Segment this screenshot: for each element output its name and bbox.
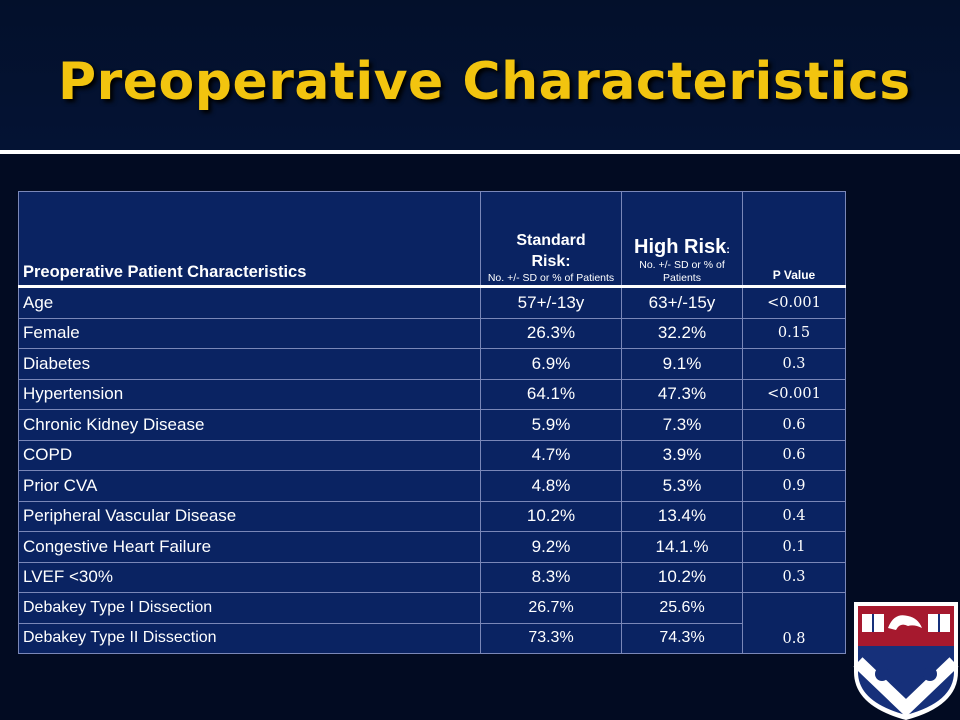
row-standard: 26.3% — [480, 317, 622, 349]
table-row: Hypertension 64.1% 47.3% <0.001 — [18, 378, 846, 410]
row-label: LVEF <30% — [18, 561, 481, 593]
table-row: Age 57+/-13y 63+/-15y <0.001 — [18, 286, 846, 319]
row-high: 47.3% — [621, 378, 743, 410]
title-divider — [0, 150, 960, 154]
table-row: Congestive Heart Failure 9.2% 14.1.% 0.1 — [18, 531, 846, 563]
row-p-value: 0.1 — [742, 531, 846, 563]
row-p-value: 0.9 — [742, 470, 846, 502]
row-high: 7.3% — [621, 409, 743, 441]
row-label: Debakey Type I Dissection — [18, 592, 481, 624]
table-row: Debakey Type II Dissection 73.3% 74.3% — [18, 622, 846, 654]
row-label: Age — [18, 286, 481, 319]
row-high: 74.3% — [621, 622, 743, 654]
row-high: 10.2% — [621, 561, 743, 593]
row-standard: 10.2% — [480, 500, 622, 532]
table-row: Debakey Type I Dissection 26.7% 25.6% 0.… — [18, 592, 846, 654]
row-standard: 73.3% — [480, 622, 622, 654]
header-p-value: P Value — [742, 191, 846, 288]
row-standard: 8.3% — [480, 561, 622, 593]
slide-title: Preoperative Characteristics — [58, 52, 911, 112]
row-standard: 26.7% — [480, 592, 622, 624]
row-p-value: 0.4 — [742, 500, 846, 532]
row-standard: 9.2% — [480, 531, 622, 563]
row-p-value: 0.6 — [742, 439, 846, 471]
table-row: LVEF <30% 8.3% 10.2% 0.3 — [18, 561, 846, 593]
header-standard-line1: Standard — [516, 232, 586, 249]
header-p-label: P Value — [772, 268, 816, 282]
row-label: Diabetes — [18, 348, 481, 380]
row-label: COPD — [18, 439, 481, 471]
header-standard-risk: Standard Risk: No. +/- SD or % of Patien… — [480, 191, 622, 288]
row-label: Peripheral Vascular Disease — [18, 500, 481, 532]
row-p-value: 0.8 — [742, 592, 846, 654]
row-standard: 6.9% — [480, 348, 622, 380]
header-characteristic: Preoperative Patient Characteristics — [18, 191, 481, 288]
row-label: Debakey Type II Dissection — [18, 622, 481, 654]
header-standard-sub: No. +/- SD or % of Patients — [487, 272, 615, 284]
row-p-value: 0.3 — [742, 348, 846, 380]
table-row: Prior CVA 4.8% 5.3% 0.9 — [18, 470, 846, 502]
row-high: 32.2% — [621, 317, 743, 349]
row-p-value: 0.15 — [742, 317, 846, 349]
row-high: 25.6% — [621, 592, 743, 624]
row-standard: 4.7% — [480, 439, 622, 471]
header-high-sub: No. +/- SD or % of Patients — [639, 259, 725, 284]
row-high: 14.1.% — [621, 531, 743, 563]
row-high: 3.9% — [621, 439, 743, 471]
row-label: Congestive Heart Failure — [18, 531, 481, 563]
row-p-value: 0.3 — [742, 561, 846, 593]
row-high: 5.3% — [621, 470, 743, 502]
table-header-row: Preoperative Patient Characteristics Sta… — [18, 191, 846, 288]
row-high: 63+/-15y — [621, 286, 743, 319]
row-p-value: <0.001 — [742, 378, 846, 410]
row-label: Female — [18, 317, 481, 349]
header-high-label: High Risk — [634, 236, 727, 258]
row-high: 13.4% — [621, 500, 743, 532]
row-label: Hypertension — [18, 378, 481, 410]
row-high: 9.1% — [621, 348, 743, 380]
header-high-main: High Risk: — [623, 236, 742, 259]
row-standard: 5.9% — [480, 409, 622, 441]
characteristics-table: Preoperative Patient Characteristics Sta… — [18, 191, 846, 654]
row-p-value: <0.001 — [742, 286, 846, 319]
table-row: Chronic Kidney Disease 5.9% 7.3% 0.6 — [18, 409, 846, 441]
row-standard: 64.1% — [480, 378, 622, 410]
row-label: Prior CVA — [18, 470, 481, 502]
table-row: COPD 4.7% 3.9% 0.6 — [18, 439, 846, 471]
row-p-value: 0.6 — [742, 409, 846, 441]
table-row: Diabetes 6.9% 9.1% 0.3 — [18, 348, 846, 380]
table-row: Female 26.3% 32.2% 0.15 — [18, 317, 846, 349]
row-label: Chronic Kidney Disease — [18, 409, 481, 441]
table-row: Peripheral Vascular Disease 10.2% 13.4% … — [18, 500, 846, 532]
header-high-risk: High Risk: No. +/- SD or % of Patients — [621, 191, 743, 288]
row-standard: 4.8% — [480, 470, 622, 502]
header-high-colon: : — [726, 244, 730, 256]
row-standard: 57+/-13y — [480, 286, 622, 319]
title-band — [0, 0, 960, 150]
university-shield-icon — [853, 602, 959, 720]
header-standard-line2: Risk: — [531, 253, 571, 270]
